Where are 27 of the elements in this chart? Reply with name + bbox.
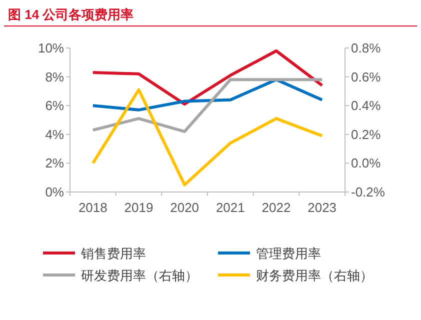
legend-label: 研发费用率（右轴） <box>81 268 198 283</box>
line-series <box>91 49 324 106</box>
x-tick-label: 2020 <box>170 200 200 215</box>
line-series <box>91 78 324 112</box>
y2-tick-label: 0.4% <box>351 98 382 114</box>
y2-tick-label: 0.8% <box>351 40 382 56</box>
y-tick-label: 8% <box>45 69 64 84</box>
y-tick-label: 0% <box>45 184 64 200</box>
y2-tick-label: 0.0% <box>351 156 382 171</box>
x-tick-label: 2019 <box>124 200 154 215</box>
y-tick-label: 10% <box>38 40 64 56</box>
y-tick-label: 2% <box>45 156 64 171</box>
legend-label: 销售费用率 <box>80 246 146 261</box>
chart-title: 图 14 公司各项费用率 <box>8 7 134 22</box>
y2-tick-label: -0.2% <box>351 184 386 200</box>
y2-tick-label: 0.6% <box>351 69 382 84</box>
x-tick-label: 2023 <box>308 200 337 215</box>
y-tick-label: 4% <box>45 126 64 142</box>
x-tick-label: 2021 <box>216 200 245 215</box>
x-tick-label: 2018 <box>78 200 108 215</box>
line-series <box>91 78 324 134</box>
legend-label: 管理费用率 <box>256 246 321 261</box>
line-series <box>91 88 324 186</box>
y2-tick-label: 0.2% <box>351 126 382 142</box>
legend-label: 财务费用率（右轴） <box>256 268 373 283</box>
x-tick-label: 2022 <box>262 200 291 215</box>
y-tick-label: 6% <box>45 98 64 114</box>
